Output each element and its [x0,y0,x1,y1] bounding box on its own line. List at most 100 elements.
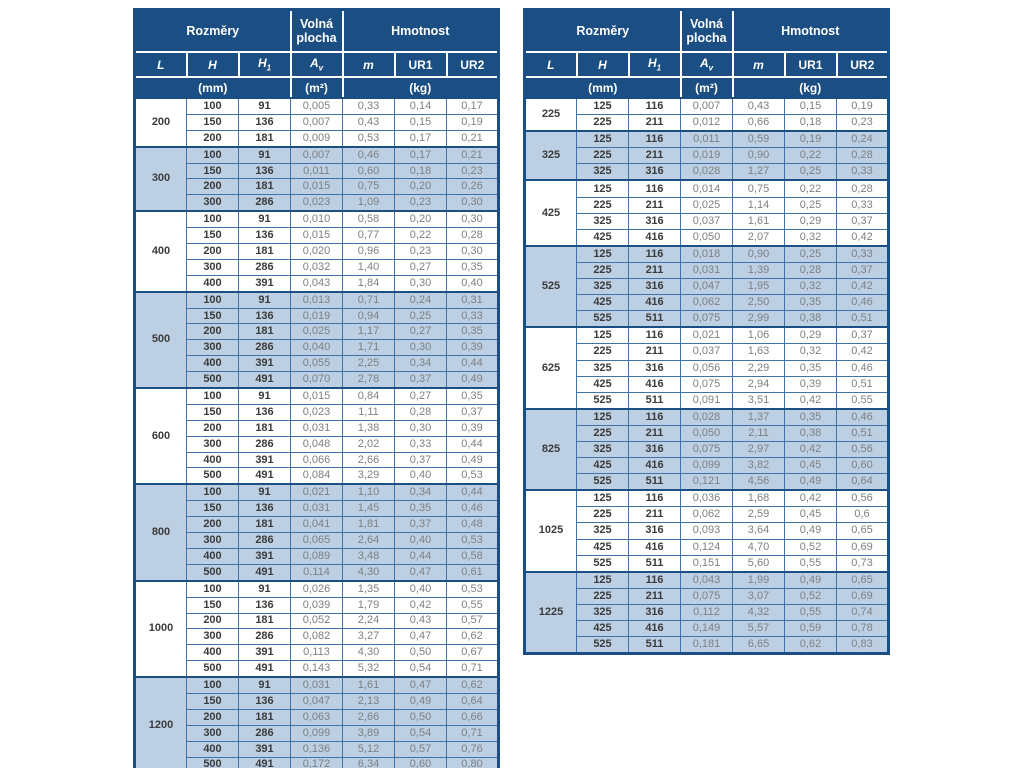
cell-H1: 91 [238,483,291,502]
cell-Av: 0,050 [680,228,733,247]
cell-L-group: 500 [134,290,187,389]
cell-L-group: 1025 [524,489,577,573]
cell-H1: 91 [238,387,291,405]
cell-UR2: 0,53 [446,579,499,598]
cell-H: 225 [576,196,629,214]
cell-UR2: 0,17 [446,97,499,115]
table-row: 150 136 0,015 0,77 0,22 0,28 [135,227,499,245]
cell-H1: 316 [628,163,681,181]
cell-UR2: 0,6 [836,506,889,524]
cell-H1: 416 [628,538,681,556]
cell-H: 200 [186,516,239,534]
cell-m: 2,97 [732,440,785,459]
cell-H: 200 [186,612,239,630]
cell-Av: 0,062 [680,294,733,312]
table-row: 225 211 0,050 2,11 0,38 0,51 [525,424,889,442]
cell-UR2: 0,42 [836,343,889,361]
cell-UR1: 0,35 [784,294,837,312]
header-rozmery: Rozměry [523,8,682,53]
cell-UR1: 0,22 [784,147,837,165]
cell-Av: 0,075 [680,310,733,328]
cell-UR2: 0,42 [836,278,889,296]
cell-UR2: 0,53 [446,467,499,485]
table-row: 200 181 0,020 0,96 0,23 0,30 [135,243,499,260]
cell-UR1: 0,17 [394,145,447,164]
cell-H: 400 [186,274,239,293]
cell-Av: 0,066 [290,451,343,469]
unit-mm: (mm) [133,76,292,99]
cell-H1: 286 [238,724,291,742]
cell-m: 1,63 [732,343,785,361]
cell-m: 1,68 [732,489,785,508]
spec-table-left: Rozměry Volná plocha Hmotnost L H H1 Av … [133,8,500,768]
cell-Av: 0,043 [680,570,733,589]
cell-m: 3,82 [732,457,785,475]
cell-H: 125 [576,407,629,426]
cell-m: 4,56 [732,473,785,491]
cell-Av: 0,099 [680,457,733,475]
cell-Av: 0,015 [290,178,343,196]
col-header-H: H [575,51,630,78]
cell-UR1: 0,54 [394,660,447,678]
table-row: 300 286 0,023 1,09 0,23 0,30 [135,194,499,212]
cell-UR1: 0,14 [394,97,447,115]
cell-UR2: 0,40 [446,274,499,293]
cell-UR1: 0,42 [784,489,837,508]
cell-H1: 116 [628,244,681,263]
cell-UR1: 0,35 [394,500,447,518]
cell-m: 0,75 [732,179,785,198]
table-row: 300 286 0,048 2,02 0,33 0,44 [135,435,499,453]
cell-UR2: 0,19 [446,113,499,131]
cell-H1: 316 [628,212,681,230]
cell-Av: 0,052 [290,612,343,630]
cell-UR1: 0,52 [784,587,837,605]
table-row: 600 100 91 0,015 0,84 0,27 0,35 [134,387,499,485]
cell-H: 425 [576,294,629,312]
cell-H: 125 [576,326,629,345]
cell-UR2: 0,57 [446,612,499,630]
cell-Av: 0,121 [680,473,733,491]
cell-m: 2,66 [342,451,395,469]
unit-mm: (mm) [523,76,682,99]
cell-UR2: 0,37 [836,326,889,345]
cell-UR1: 0,37 [394,451,447,469]
cell-m: 6,34 [342,756,395,768]
col-header-UR2: UR2 [835,51,890,78]
cell-m: 3,07 [732,587,785,605]
cell-L-group: 1200 [134,676,187,768]
cell-H: 100 [186,579,239,598]
cell-Av: 0,028 [680,163,733,181]
cell-UR2: 0,56 [836,440,889,459]
cell-Av: 0,048 [290,435,343,453]
cell-m: 2,29 [732,359,785,377]
cell-UR1: 0,34 [394,483,447,502]
cell-UR2: 0,71 [446,660,499,678]
cell-H: 150 [186,307,239,325]
table-row: 625 125 116 0,021 1,06 0,29 0,37 [524,326,889,410]
cell-Av: 0,062 [680,506,733,524]
cell-H1: 511 [628,636,681,655]
cell-Av: 0,043 [290,274,343,293]
table-row: 300 286 0,065 2,64 0,40 0,53 [135,532,499,549]
cell-H: 525 [576,391,629,410]
cell-Av: 0,172 [290,756,343,768]
cell-L-group: 225 [524,97,577,132]
cell-m: 1,95 [732,278,785,296]
table-row: 400 391 0,136 5,12 0,57 0,76 [135,740,499,758]
cell-H1: 391 [238,644,291,662]
cell-UR1: 0,59 [784,619,837,638]
cell-UR2: 0,83 [836,636,889,655]
cell-m: 1,61 [342,676,395,694]
table-header: Rozměry Volná plocha Hmotnost L H H1 Av … [133,8,500,99]
cell-UR1: 0,30 [394,419,447,437]
cell-H1: 491 [238,467,291,485]
header-volna-plocha: Volná plocha [289,8,344,53]
cell-UR1: 0,50 [394,708,447,726]
table-row: 525 125 116 0,018 0,90 0,25 0,33 [524,244,889,328]
cell-Av: 0,063 [290,708,343,726]
cell-UR2: 0,69 [836,538,889,556]
cell-m: 1,35 [342,579,395,598]
cell-H: 125 [576,130,629,149]
cell-Av: 0,018 [680,244,733,263]
cell-m: 2,02 [342,435,395,453]
